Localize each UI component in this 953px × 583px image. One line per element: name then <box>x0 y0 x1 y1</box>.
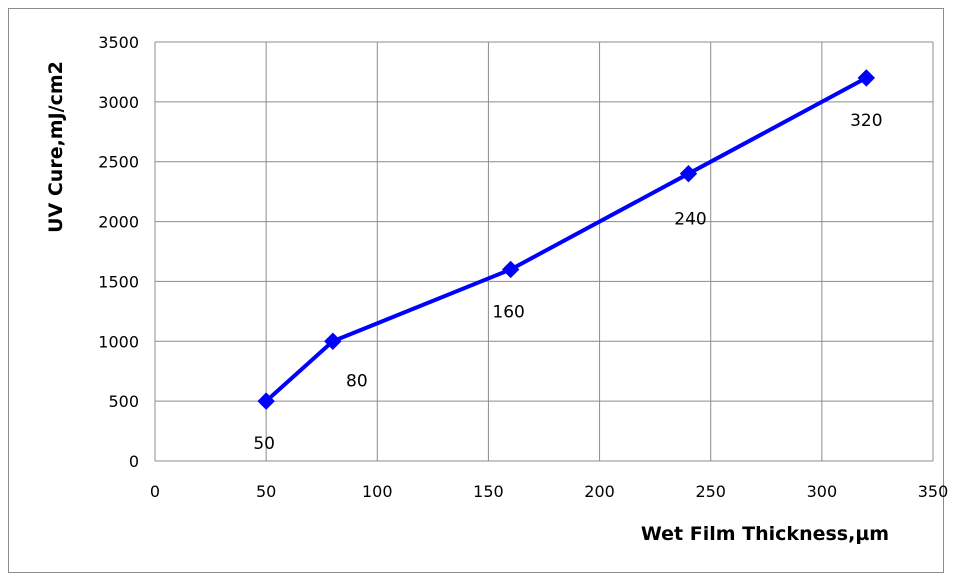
x-axis-tick-labels: 0 50 100 150 200 250 300 350 <box>150 482 948 501</box>
series-line-layer <box>264 76 868 403</box>
y-tick-label: 3500 <box>98 33 139 52</box>
y-tick-label: 500 <box>108 392 139 411</box>
x-tick-label: 50 <box>256 482 276 501</box>
x-tick-label: 300 <box>807 482 838 501</box>
data-label: 50 <box>253 434 275 454</box>
x-tick-label: 0 <box>150 482 160 501</box>
x-tick-label: 250 <box>695 482 726 501</box>
data-label: 160 <box>492 302 524 322</box>
y-tick-label: 1000 <box>98 332 139 351</box>
y-axis-title: UV Cure,mJ/cm2 <box>45 61 67 233</box>
x-tick-label: 150 <box>473 482 504 501</box>
data-point-marker <box>501 260 520 279</box>
y-tick-label: 2500 <box>98 153 139 172</box>
data-label: 320 <box>850 111 882 131</box>
y-tick-label: 1500 <box>98 272 139 291</box>
x-tick-label: 200 <box>584 482 615 501</box>
data-labels: 50 80 160 240 320 <box>253 111 882 454</box>
x-tick-label: 100 <box>362 482 393 501</box>
data-point-marker <box>679 164 698 183</box>
series-markers <box>257 69 876 410</box>
data-point-marker <box>257 392 275 410</box>
x-tick-label: 350 <box>918 482 949 501</box>
data-point-marker <box>324 332 342 350</box>
y-tick-label: 3000 <box>98 93 139 112</box>
grid <box>154 41 934 462</box>
y-axis-tick-labels: 0 500 1000 1500 2000 2500 3000 3500 <box>98 33 139 471</box>
y-tick-label: 2000 <box>98 213 139 232</box>
data-point-marker <box>857 69 876 87</box>
series-line <box>264 76 868 403</box>
x-axis-title: Wet Film Thickness,µm <box>641 523 889 545</box>
y-tick-label: 0 <box>129 452 139 471</box>
data-label: 240 <box>674 210 706 230</box>
data-label: 80 <box>346 371 368 391</box>
